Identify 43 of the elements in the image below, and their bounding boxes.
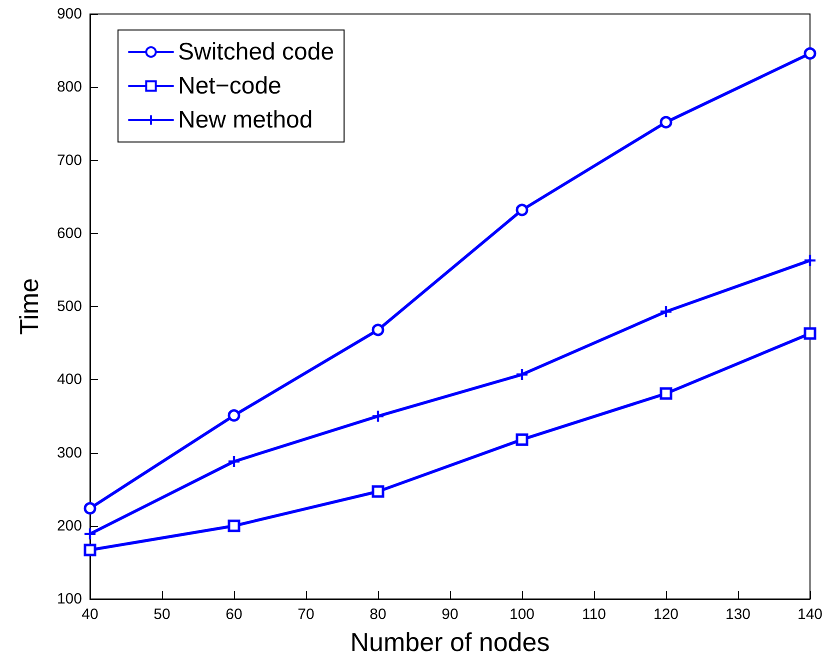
point xyxy=(84,528,96,540)
point xyxy=(372,410,384,422)
point xyxy=(660,116,672,128)
point xyxy=(372,485,384,498)
y-tick-label: 800 xyxy=(56,78,82,96)
y-tick-label: 300 xyxy=(56,444,82,462)
point xyxy=(804,47,816,60)
point xyxy=(228,409,240,422)
point xyxy=(516,369,528,380)
x-tick-label: 140 xyxy=(797,606,823,623)
x-tick-label: 110 xyxy=(582,606,606,623)
x-tick-label: 70 xyxy=(298,606,314,623)
point xyxy=(660,387,672,400)
legend-label: Switched code xyxy=(178,38,334,66)
point xyxy=(516,433,528,446)
x-axis-title: Number of nodes xyxy=(350,627,550,657)
y-tick-label: 700 xyxy=(56,152,82,169)
x-tick-label: 50 xyxy=(154,606,170,623)
point xyxy=(804,254,816,266)
x-tick-label: 130 xyxy=(725,606,751,623)
legend-label: New method xyxy=(178,106,313,134)
point xyxy=(228,456,240,468)
y-tick-label: 500 xyxy=(56,298,82,315)
x-tick-label: 90 xyxy=(442,606,458,623)
x-tick-label: 60 xyxy=(226,606,242,623)
y-tick-label: 900 xyxy=(56,6,82,22)
point xyxy=(660,306,672,318)
legend-label: Net−code xyxy=(178,72,282,100)
y-tick-label: 100 xyxy=(56,590,82,608)
x-tick-label: 80 xyxy=(370,606,386,623)
x-tick-label: 120 xyxy=(653,606,679,623)
x-tick-label: 100 xyxy=(509,606,535,623)
point xyxy=(84,502,96,515)
x-tick-label: 40 xyxy=(82,606,98,623)
point xyxy=(228,520,240,532)
y-tick-label: 400 xyxy=(56,371,82,388)
point xyxy=(372,324,384,336)
point xyxy=(804,327,816,340)
y-tick-label: 200 xyxy=(56,517,82,534)
y-axis-title: Time xyxy=(14,278,44,335)
y-tick-label: 600 xyxy=(56,224,82,242)
point xyxy=(84,544,96,556)
point xyxy=(516,204,528,216)
